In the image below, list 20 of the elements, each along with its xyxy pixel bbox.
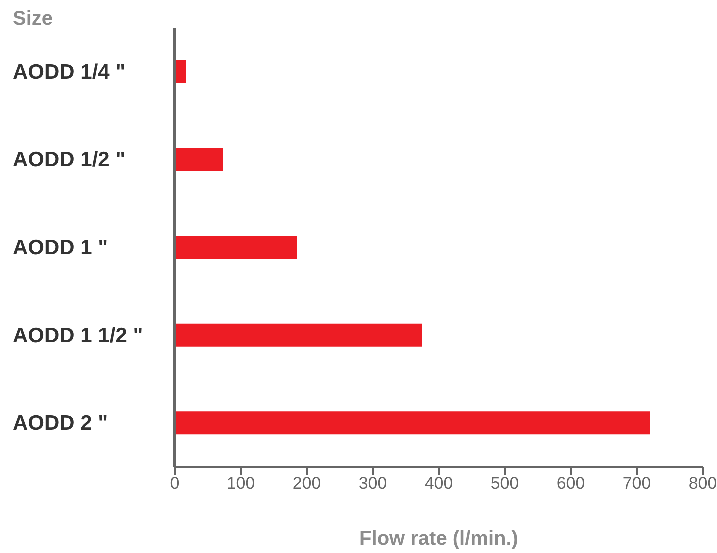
y-tick-label: AODD 1 1/2 "	[13, 324, 144, 348]
x-tick-label: 700	[622, 474, 652, 494]
x-tick-label: 500	[490, 474, 520, 494]
x-tick-label: 600	[556, 474, 586, 494]
y-tick-label: AODD 1/4 "	[13, 60, 126, 84]
bar	[175, 148, 224, 172]
x-tick-label: 300	[358, 474, 388, 494]
bar	[175, 324, 422, 347]
x-tick-label: 0	[170, 474, 180, 494]
x-tick-label: 100	[226, 474, 256, 494]
x-tick-label: 200	[292, 474, 322, 494]
y-tick-label: AODD 1 "	[13, 236, 108, 260]
y-axis-title: Size	[13, 8, 54, 31]
y-tick-label: AODD 2 "	[13, 412, 108, 436]
x-tick-label: 400	[424, 474, 454, 494]
bar	[175, 412, 650, 435]
x-tick-label: 800	[688, 474, 717, 494]
bar	[175, 236, 298, 260]
x-axis-title: Flow rate (l/min.)	[360, 528, 518, 550]
y-tick-label: AODD 1/2 "	[13, 148, 126, 172]
